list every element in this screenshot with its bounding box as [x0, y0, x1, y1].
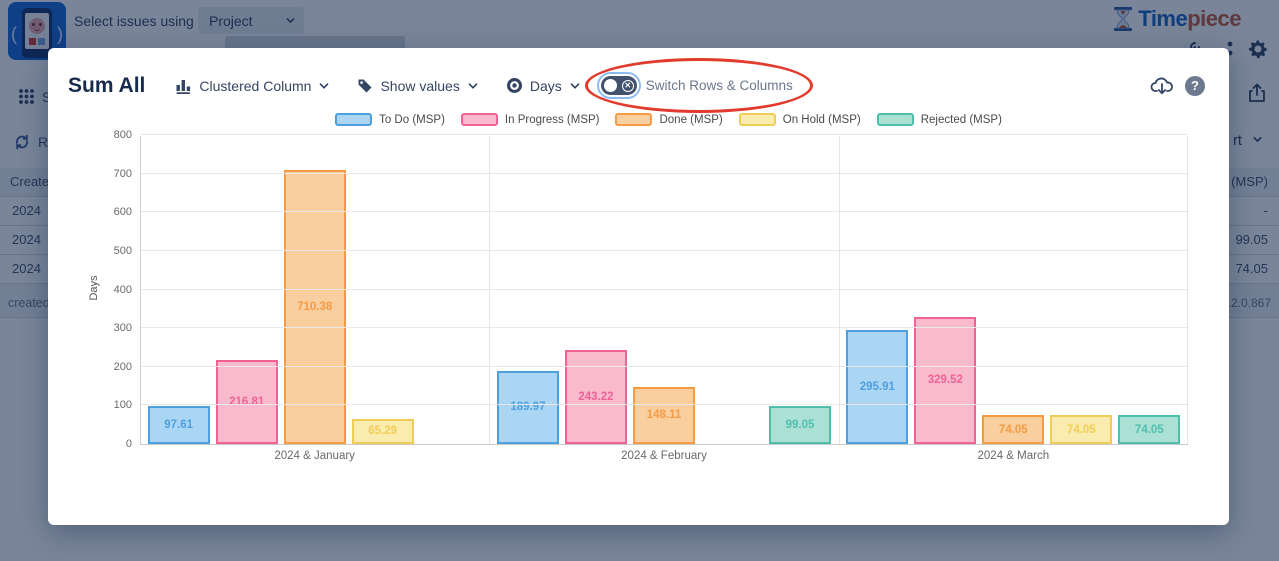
x-category-label: 2024 & January — [274, 450, 355, 462]
bar-rejected-msp-[interactable]: 99.05 — [768, 405, 831, 444]
column-chart-icon — [176, 80, 191, 94]
modal-title: Sum All — [68, 73, 146, 97]
legend-label: On Hold (MSP) — [782, 113, 861, 126]
gridline — [140, 134, 1188, 135]
bar-value-label: 148.11 — [646, 409, 682, 422]
gridline — [140, 288, 1188, 290]
legend-item[interactable]: Done (MSP) — [615, 113, 723, 126]
legend-swatch — [615, 113, 653, 126]
bar-in-progress-msp-[interactable]: 243.22 — [564, 350, 627, 444]
y-tick-label: 300 — [113, 322, 132, 335]
axis-separator — [1187, 136, 1188, 444]
chart-area: To Do (MSP) In Progress (MSP) Done (MSP) On… — [48, 113, 1229, 462]
bar-group: 295.91 329.52 74.05 74.05 74.05 — [839, 136, 1188, 444]
axis-separator — [838, 136, 840, 444]
bar-value-label: 216.81 — [229, 396, 265, 409]
bar-to-do-msp-[interactable]: 189.97 — [496, 370, 559, 444]
legend-label: To Do (MSP) — [379, 113, 445, 126]
bar-to-do-msp-[interactable]: 97.61 — [147, 406, 210, 444]
y-tick-label: 400 — [113, 283, 132, 296]
bar-done-msp-[interactable]: 710.38 — [283, 169, 346, 444]
chevron-down-icon — [467, 80, 479, 92]
legend-item[interactable]: Rejected (MSP) — [876, 113, 1002, 126]
toggle-off-x-icon: ✕ — [621, 79, 634, 92]
chart-type-dropdown[interactable]: Clustered Column — [175, 77, 330, 94]
bar-value-label: 189.97 — [510, 401, 546, 414]
chevron-down-icon — [569, 80, 581, 92]
gridline — [140, 211, 1188, 213]
bar-done-msp-[interactable]: 74.05 — [982, 415, 1045, 444]
switch-rows-columns-label: Switch Rows & Columns — [645, 78, 793, 93]
bar-value-label: 65.29 — [368, 425, 398, 438]
y-tick-label: 200 — [113, 360, 132, 373]
cloud-download-icon[interactable] — [1150, 75, 1174, 97]
legend-label: Rejected (MSP) — [920, 113, 1002, 126]
legend-swatch — [335, 113, 373, 126]
plot-area: Days 97.61 216.81 710.38 65.29 189.97 243.22 1… — [88, 129, 1188, 450]
bar-to-do-msp-[interactable]: 295.91 — [846, 329, 909, 444]
bar-in-progress-msp-[interactable]: 329.52 — [914, 316, 977, 444]
help-icon[interactable]: ? — [1185, 75, 1205, 96]
modal-header: Sum All Clustered Column Show values Day… — [48, 48, 1229, 113]
eye-target-icon — [506, 78, 522, 93]
y-tick-label: 0 — [125, 438, 132, 450]
bar-value-label: 295.91 — [859, 380, 895, 393]
unit-dropdown[interactable]: Days — [506, 77, 581, 94]
bar-value-label: 243.22 — [578, 391, 614, 404]
y-tick-label: 800 — [113, 129, 132, 141]
chevron-down-icon — [318, 80, 330, 92]
bar-value-label: 329.52 — [927, 374, 963, 387]
bar-on-hold-msp-[interactable]: 65.29 — [351, 418, 414, 444]
bar-value-label: 97.61 — [164, 419, 194, 432]
chart-legend: To Do (MSP) In Progress (MSP) Done (MSP) On… — [108, 113, 1229, 126]
axis-separator — [140, 136, 141, 444]
legend-item[interactable]: In Progress (MSP) — [460, 113, 600, 126]
y-tick-label: 500 — [113, 244, 132, 257]
legend-item[interactable]: On Hold (MSP) — [738, 113, 861, 126]
show-values-label: Show values — [380, 77, 460, 94]
axis-separator — [489, 136, 491, 444]
legend-label: Done (MSP) — [659, 113, 723, 126]
bar-value-label: 74.05 — [998, 423, 1028, 436]
tag-icon — [358, 79, 372, 92]
toggle-knob — [603, 79, 617, 92]
bar-value-label: 99.05 — [785, 418, 815, 431]
chart-type-label: Clustered Column — [199, 77, 312, 94]
switch-rows-columns-toggle[interactable]: ✕ — [600, 76, 637, 95]
bar-group: 97.61 216.81 710.38 65.29 — [140, 136, 489, 444]
legend-swatch — [460, 113, 498, 126]
bar-done-msp-[interactable]: 148.11 — [632, 386, 695, 444]
bar-value-label: 74.05 — [1134, 423, 1164, 436]
x-axis-labels: 2024 & January 2024 & February 2024 & Marc… — [140, 450, 1188, 462]
y-tick-label: 700 — [113, 167, 132, 180]
x-category-label: 2024 & February — [621, 450, 707, 462]
legend-swatch — [876, 113, 914, 126]
unit-label: Days — [529, 77, 562, 94]
gridline — [140, 172, 1188, 174]
bar-in-progress-msp-[interactable]: 216.81 — [215, 360, 278, 444]
bar-group: 189.97 243.22 148.11 99.05 — [489, 136, 838, 444]
y-tick-label: 100 — [113, 399, 132, 412]
gridline — [140, 327, 1188, 329]
show-values-dropdown[interactable]: Show values — [357, 78, 478, 94]
legend-swatch — [738, 113, 776, 126]
gridline — [140, 365, 1188, 367]
legend-item[interactable]: To Do (MSP) — [335, 113, 445, 126]
bar-value-label: 74.05 — [1066, 423, 1096, 436]
gridline — [140, 404, 1188, 406]
chart-modal: Sum All Clustered Column Show values Day… — [48, 48, 1229, 525]
switch-rows-columns-group: ✕ Switch Rows & Columns — [584, 58, 813, 113]
legend-label: In Progress (MSP) — [504, 113, 600, 126]
bar-value-label: 710.38 — [297, 300, 333, 313]
bar-on-hold-msp-[interactable]: 74.05 — [1050, 415, 1113, 444]
y-tick-label: 600 — [113, 206, 132, 219]
gridline — [140, 249, 1188, 251]
x-category-label: 2024 & March — [977, 450, 1050, 462]
bar-rejected-msp-[interactable]: 74.05 — [1118, 415, 1181, 444]
